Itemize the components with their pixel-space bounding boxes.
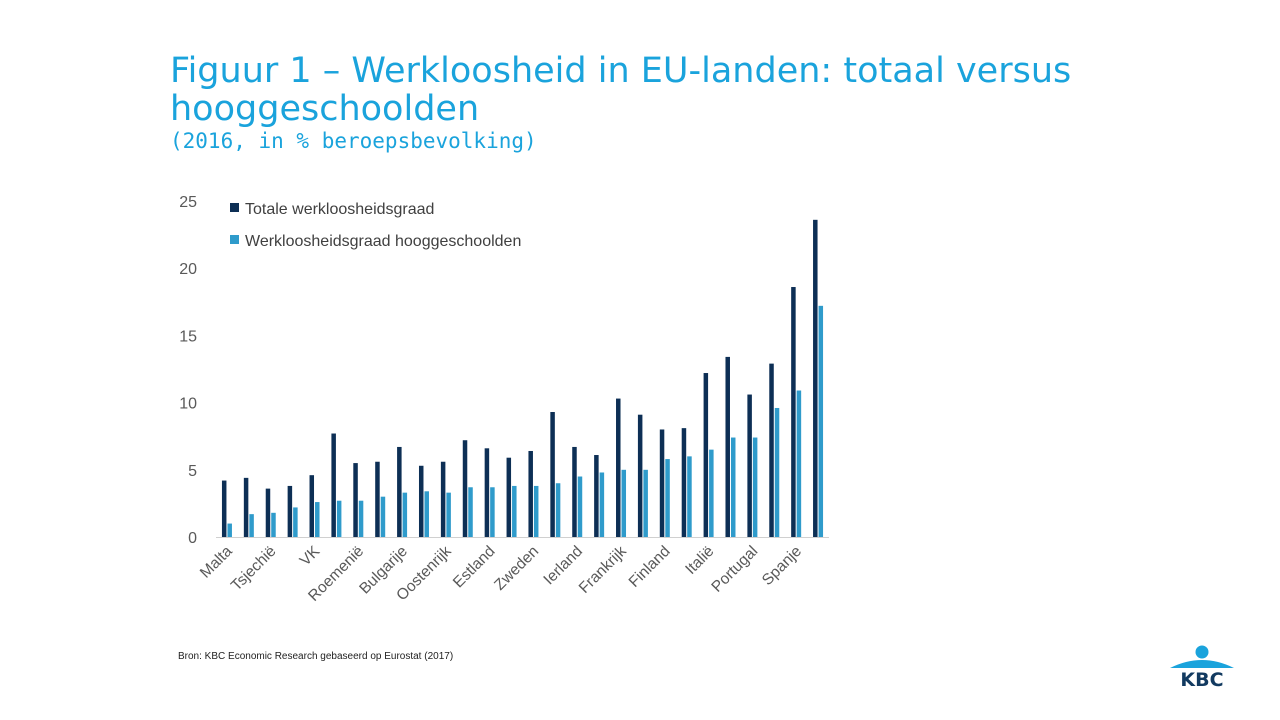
bar-hooggeschoolden	[424, 491, 429, 537]
bar-total	[462, 440, 468, 537]
bar-total	[550, 412, 555, 537]
bar-total	[637, 414, 643, 537]
y-tick-label: 0	[188, 530, 197, 547]
bar-total	[287, 485, 293, 537]
bar-hooggeschoolden	[249, 514, 254, 537]
legend: Totale werkloosheidsgraad Werkloosheidsgr…	[230, 201, 521, 250]
bar-total	[594, 455, 599, 537]
bar-total	[813, 219, 818, 537]
bar-hooggeschoolden	[796, 390, 802, 537]
source-note: Bron: KBC Economic Research gebaseerd op…	[178, 651, 454, 662]
bar-hooggeschoolden	[730, 437, 736, 537]
legend-swatch	[230, 203, 239, 212]
bar-total	[265, 488, 271, 537]
bar-hooggeschoolden	[533, 485, 539, 537]
x-tick-label: Portugal	[708, 543, 761, 596]
bar-total	[484, 448, 490, 537]
bar-hooggeschoolden	[336, 500, 342, 537]
bar-total	[528, 450, 533, 537]
kbc-logo-text: KBC	[1180, 669, 1224, 691]
bar-hooggeschoolden	[577, 476, 583, 537]
bar-hooggeschoolden	[271, 512, 276, 537]
bar-total	[243, 477, 249, 537]
y-tick-label: 25	[179, 194, 197, 211]
bar-hooggeschoolden	[665, 459, 670, 537]
legend-label: Totale werkloosheidsgraad	[245, 201, 434, 218]
bar-total	[659, 429, 665, 537]
chart-subtitle: (2016, in % beroepsbevolking)	[170, 129, 537, 153]
bar-hooggeschoolden	[774, 407, 780, 537]
bar-hooggeschoolden	[555, 483, 561, 537]
y-tick-label: 20	[179, 261, 197, 278]
x-tick-label: Frankrijk	[576, 543, 630, 597]
bar-hooggeschoolden	[599, 472, 605, 537]
x-tick-label: Tsjechië	[228, 543, 280, 595]
chart-title: Figuur 1 – Werkloosheid in EU-landen: to…	[170, 51, 1072, 129]
bar-total	[791, 287, 796, 537]
bar-total	[418, 465, 424, 537]
bar-hooggeschoolden	[709, 449, 714, 537]
bar-hooggeschoolden	[818, 305, 824, 537]
bar-hooggeschoolden	[752, 437, 758, 537]
x-tick-label: VK	[297, 542, 324, 569]
bar-total	[353, 463, 358, 537]
bar-total	[375, 461, 380, 537]
bar-total	[703, 373, 709, 537]
bar-total	[616, 398, 621, 537]
x-tick-label: Spanje	[759, 543, 805, 589]
bar-total	[572, 446, 577, 537]
bar-hooggeschoolden	[315, 502, 320, 537]
kbc-logo-emblem	[1170, 645, 1234, 668]
bar-hooggeschoolden	[468, 487, 473, 537]
bar-series	[221, 219, 824, 537]
x-tick-label: Italië	[682, 543, 717, 578]
y-tick-label: 10	[179, 396, 197, 413]
bar-total	[725, 356, 730, 537]
bar-hooggeschoolden	[227, 523, 232, 537]
bar-total	[769, 363, 774, 537]
bar-hooggeschoolden	[293, 507, 298, 537]
bar-total	[397, 446, 402, 537]
bar-total	[747, 394, 752, 537]
x-tick-label: Zweden	[491, 543, 542, 594]
bar-hooggeschoolden	[512, 485, 517, 537]
bar-total	[681, 428, 687, 537]
bar-hooggeschoolden	[687, 456, 692, 537]
bar-hooggeschoolden	[621, 469, 627, 537]
bar-total	[221, 480, 227, 537]
bar-hooggeschoolden	[380, 496, 386, 537]
x-tick-label: Estland	[450, 543, 499, 592]
y-tick-label: 15	[179, 328, 197, 345]
bar-total	[440, 461, 446, 537]
bar-hooggeschoolden	[402, 492, 408, 537]
bar-hooggeschoolden	[358, 500, 364, 537]
bar-total	[309, 475, 315, 537]
x-tick-label: Malta	[197, 543, 236, 582]
legend-swatch	[230, 235, 239, 244]
kbc-logo: KBC	[1168, 644, 1236, 690]
y-tick-label: 5	[188, 463, 197, 480]
bar-hooggeschoolden	[643, 469, 648, 537]
bar-total	[331, 433, 336, 537]
x-tick-label: Finland	[626, 543, 674, 591]
y-axis: 0 5 10 15 20 25	[179, 194, 197, 547]
legend-label: Werkloosheidsgraad hooggeschoolden	[245, 233, 521, 250]
bar-total	[506, 457, 512, 537]
bar-hooggeschoolden	[490, 487, 495, 537]
bar-hooggeschoolden	[446, 492, 451, 537]
